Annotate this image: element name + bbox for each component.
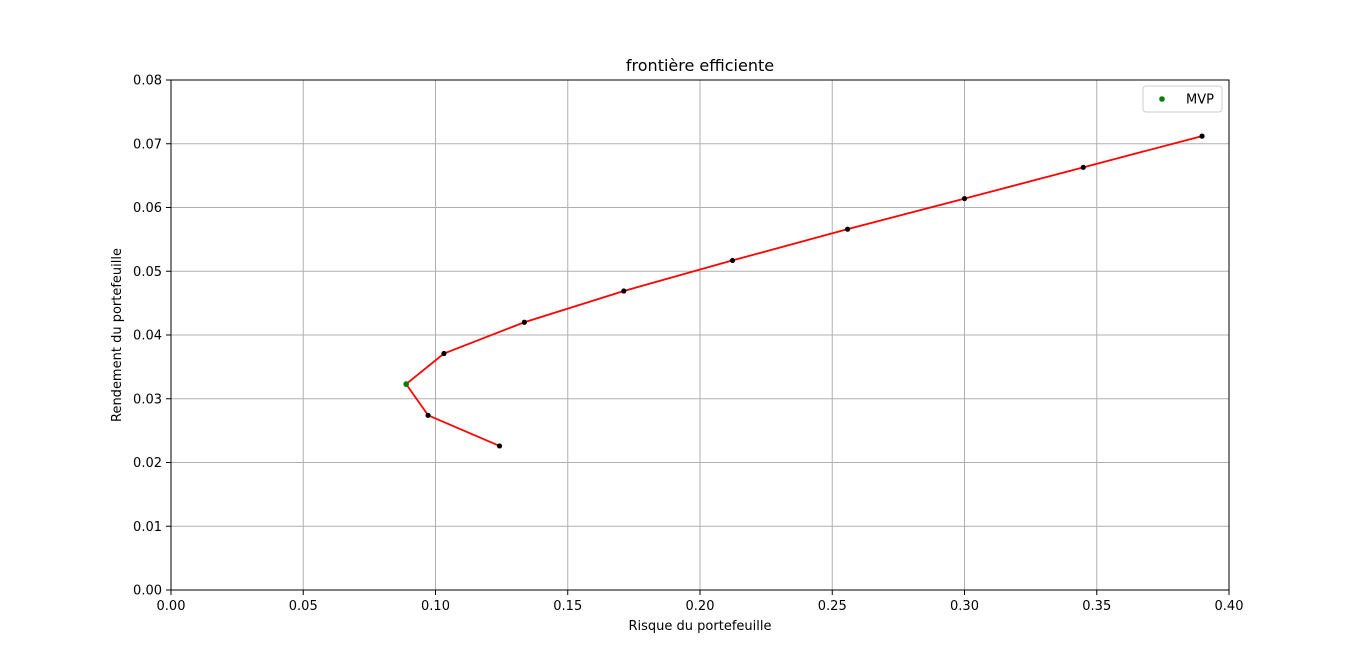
x-tick-label: 0.05 [289,599,318,614]
mvp-point [403,381,409,387]
chart-title: frontière efficiente [626,56,774,75]
y-axis-label: Rendement du portefeuille [110,248,125,422]
series-markers [403,133,1205,449]
x-tick-label: 0.20 [686,599,715,614]
frontier-point [521,319,527,325]
y-tick-label: 0.06 [133,201,162,216]
legend-mvp-label: MVP [1186,93,1214,108]
frontier-point [425,412,431,418]
x-axis-label: Risque du portefeuille [629,619,772,634]
y-tick-label: 0.00 [133,584,162,599]
y-axis-ticks: 0.00 0.01 0.02 0.03 0.04 0.05 0.06 0.07 0.08 [133,74,171,599]
frontier-point [1080,164,1086,170]
y-tick-label: 0.05 [133,265,162,280]
frontier-point [621,288,627,294]
frontier-point [729,257,736,264]
x-axis-ticks: 0.00 0.05 0.10 0.15 0.20 0.25 0.30 0.35 0.40 [157,590,1244,614]
y-tick-label: 0.08 [133,74,162,89]
x-tick-label: 0.40 [1215,599,1244,614]
frontier-point [496,443,503,449]
y-tick-label: 0.07 [133,137,162,152]
y-tick-label: 0.03 [133,392,162,407]
x-tick-label: 0.30 [950,599,979,614]
x-tick-label: 0.25 [818,599,847,614]
y-tick-label: 0.02 [133,456,162,471]
frontier-point [1199,133,1205,139]
x-tick-label: 0.10 [421,599,450,614]
frontier-point [441,350,447,357]
x-tick-label: 0.35 [1082,599,1111,614]
legend-box [1142,85,1223,113]
frontier-point [844,226,851,232]
y-tick-label: 0.01 [133,520,162,535]
x-tick-label: 0.00 [157,599,186,614]
legend: MVP [1142,85,1223,113]
y-tick-label: 0.04 [133,329,162,344]
frontier-point [961,195,968,202]
x-tick-label: 0.15 [553,599,582,614]
legend-mvp-marker [1159,96,1165,102]
